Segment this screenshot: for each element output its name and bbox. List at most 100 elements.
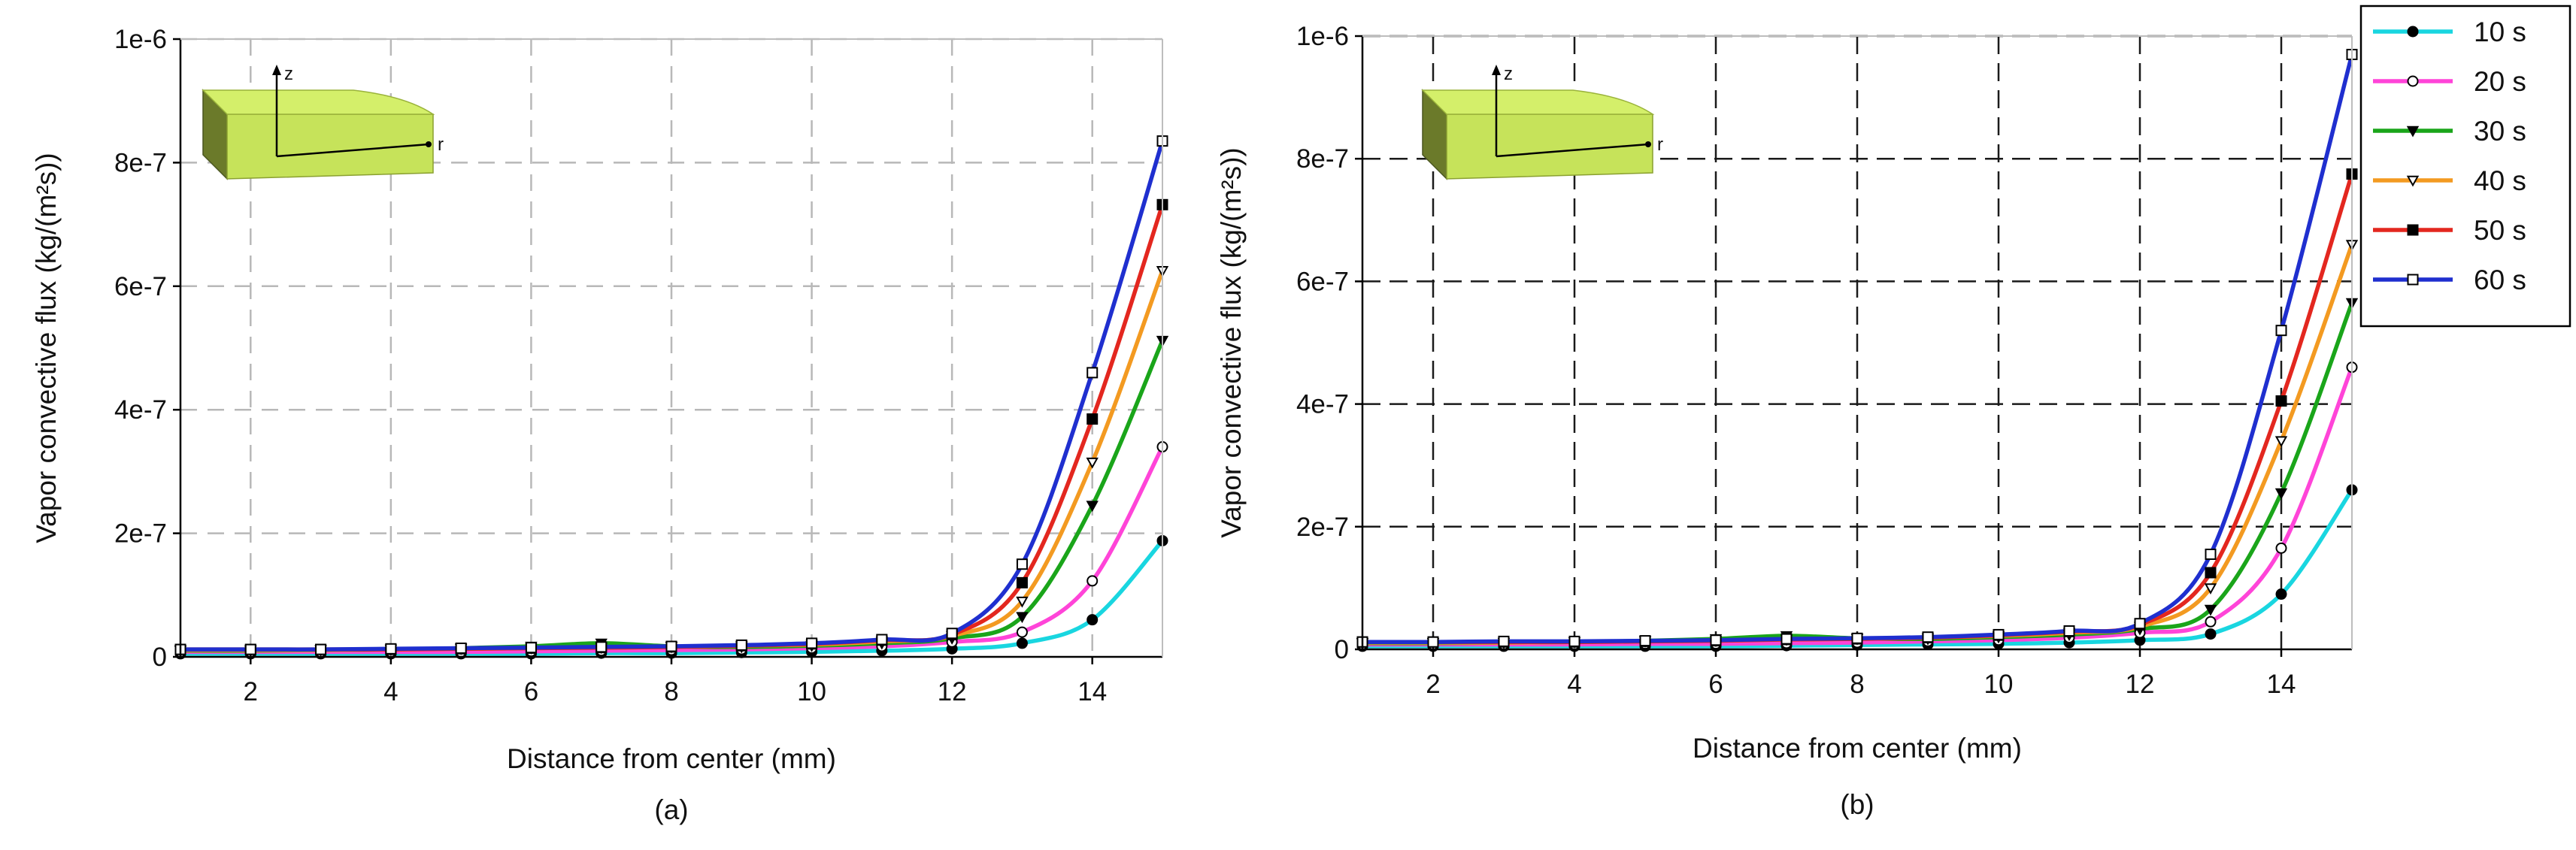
data-point bbox=[1851, 632, 1863, 644]
legend-marker bbox=[2407, 75, 2419, 87]
panel-caption-a: (a) bbox=[654, 794, 688, 825]
x-tick-label: 14 bbox=[1077, 677, 1107, 706]
panel-caption-b: (b) bbox=[1840, 789, 1874, 820]
y-tick-label: 4e-7 bbox=[1296, 390, 1349, 419]
data-point bbox=[315, 643, 327, 655]
legend-entry: 50 s bbox=[2474, 215, 2526, 246]
axes-a: 2 4 6 8 10 12 14 0 2e-7 4e-7 6e-7 8e-7 1e-6 bbox=[114, 25, 1163, 706]
legend-entry: 40 s bbox=[2474, 165, 2526, 196]
inset-r-axis bbox=[1496, 143, 1649, 158]
inset-r-endpoint bbox=[426, 141, 432, 147]
data-point bbox=[2205, 616, 2217, 628]
data-point bbox=[665, 640, 677, 652]
y-tick-label: 2e-7 bbox=[114, 519, 167, 549]
x-tick-label: 14 bbox=[2267, 670, 2296, 699]
x-tick-label: 2 bbox=[244, 677, 258, 706]
data-point bbox=[1498, 635, 1510, 647]
y-tick-label: 8e-7 bbox=[1296, 144, 1349, 174]
legend-entry: 20 s bbox=[2474, 66, 2526, 97]
inset-r-axis bbox=[276, 143, 429, 158]
y-tick-label: 0 bbox=[1335, 635, 1349, 664]
inset-z-label: z bbox=[1504, 64, 1513, 84]
inset-diagram-b: zr bbox=[1421, 64, 1663, 180]
y-tick-label: 0 bbox=[153, 643, 167, 672]
data-point bbox=[385, 643, 397, 655]
data-point bbox=[806, 637, 818, 649]
inset-r-label: r bbox=[1657, 135, 1663, 155]
data-point bbox=[2205, 567, 2217, 579]
data-point bbox=[1710, 634, 1722, 646]
x-tick-label: 2 bbox=[1426, 670, 1440, 699]
data-point bbox=[1780, 633, 1793, 645]
data-point bbox=[525, 642, 537, 654]
data-point bbox=[1086, 575, 1099, 587]
y-tick-label: 2e-7 bbox=[1296, 513, 1349, 542]
x-tick-label: 10 bbox=[1984, 670, 2014, 699]
data-point bbox=[2274, 488, 2288, 500]
inset-slab-top bbox=[202, 89, 435, 115]
y-tick-label: 6e-7 bbox=[114, 272, 167, 301]
data-point bbox=[946, 628, 958, 640]
inset-z-label: z bbox=[284, 64, 293, 84]
x-tick-label: 8 bbox=[664, 677, 678, 706]
legend-marker bbox=[2407, 274, 2419, 286]
axes-b: 2 4 6 8 10 12 14 0 2e-7 4e-7 6e-7 8e-7 1e-6 bbox=[1296, 22, 2353, 699]
legend-entry: 10 s bbox=[2474, 17, 2526, 47]
data-point bbox=[1016, 596, 1029, 608]
inset-z-arrow bbox=[272, 65, 281, 75]
y-tick-label: 1e-6 bbox=[114, 25, 167, 54]
legend-marker bbox=[2406, 126, 2420, 138]
data-point bbox=[2204, 604, 2217, 616]
data-point bbox=[1086, 457, 1099, 469]
y-tick-label: 4e-7 bbox=[114, 395, 167, 425]
x-tick-label: 12 bbox=[2126, 670, 2155, 699]
data-point bbox=[1086, 501, 1099, 513]
chart-panel-a: z r 2 4 6 8 10 12 14 0 2e-7 4e-7 6e-7 8e-7 1e-6 Dista… bbox=[31, 25, 1169, 825]
data-point bbox=[455, 642, 467, 654]
x-tick-label: 10 bbox=[797, 677, 826, 706]
inset-z-arrow bbox=[1492, 65, 1501, 75]
x-tick-label: 12 bbox=[938, 677, 967, 706]
data-point bbox=[244, 643, 256, 655]
inset-r-endpoint bbox=[1645, 141, 1651, 147]
y-axis-label-a: Vapor convective flux (kg/(m²s)) bbox=[31, 153, 62, 543]
data-point bbox=[735, 639, 747, 651]
data-point bbox=[2275, 588, 2287, 600]
x-tick-label: 4 bbox=[383, 677, 398, 706]
legend-marker bbox=[2406, 175, 2420, 187]
x-tick-label: 6 bbox=[524, 677, 538, 706]
x-axis-label-b: Distance from center (mm) bbox=[1693, 733, 2022, 764]
data-point bbox=[2204, 583, 2217, 594]
series-line bbox=[1362, 366, 2354, 647]
legend-marker bbox=[2407, 224, 2419, 236]
data-point bbox=[1016, 558, 1028, 570]
y-axis-label-b: Vapor convective flux (kg/(m²s)) bbox=[1216, 147, 1247, 538]
data-point bbox=[1568, 635, 1580, 647]
inset-r-label: r bbox=[438, 135, 444, 155]
y-tick-label: 8e-7 bbox=[114, 148, 167, 177]
data-point bbox=[1922, 631, 1934, 643]
legend-marker bbox=[2407, 26, 2419, 38]
x-axis-label-a: Distance from center (mm) bbox=[507, 743, 836, 774]
series-line bbox=[1362, 173, 2354, 644]
data-point bbox=[2274, 436, 2288, 448]
series-line bbox=[1362, 53, 2354, 644]
series-line bbox=[180, 140, 1165, 652]
legend-box bbox=[2359, 5, 2571, 328]
x-tick-label: 6 bbox=[1708, 670, 1723, 699]
data-point bbox=[2275, 542, 2287, 554]
data-point bbox=[1639, 635, 1651, 647]
data-point bbox=[876, 634, 888, 646]
data-point bbox=[2275, 325, 2287, 337]
data-point bbox=[2205, 549, 2217, 561]
data-point bbox=[1086, 413, 1099, 425]
inset-slab-top bbox=[1421, 89, 1655, 115]
data-point bbox=[1016, 612, 1029, 624]
data-point bbox=[2205, 628, 2217, 640]
data-point bbox=[1086, 367, 1099, 379]
x-tick-label: 4 bbox=[1567, 670, 1581, 699]
data-point bbox=[596, 641, 608, 653]
data-point bbox=[1086, 614, 1099, 626]
